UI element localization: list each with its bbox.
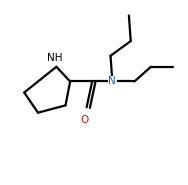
Text: N: N (108, 76, 116, 86)
Text: O: O (80, 115, 89, 125)
Text: NH: NH (47, 53, 62, 63)
